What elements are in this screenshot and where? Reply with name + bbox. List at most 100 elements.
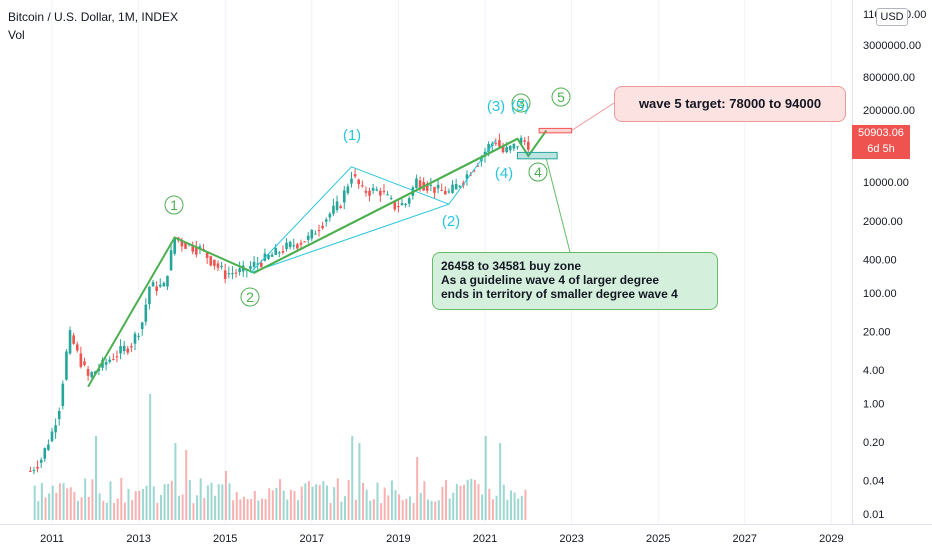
time-tick-label: 2013 [126, 533, 150, 545]
candle-body [296, 244, 299, 249]
buy-zone-line-2: As a guideline wave 4 of larger degree [441, 273, 660, 287]
candle-body [465, 174, 469, 180]
zones [516, 102, 615, 253]
candle-body [498, 140, 501, 147]
volume-bar [275, 488, 278, 520]
volume-bar [95, 436, 98, 520]
time-axis[interactable]: 2011 2013 2015 2017 2019 2021 2023 2025 2027 2029 [0, 524, 932, 551]
volume-bar [145, 485, 148, 520]
candle-body [281, 251, 285, 253]
volume-bar [261, 498, 264, 520]
candle-body [75, 344, 79, 351]
green-wave-label: 1 [170, 197, 178, 213]
volume-bar [66, 488, 69, 520]
candle-body [249, 266, 252, 269]
volume-bar [347, 480, 350, 520]
currency-button[interactable]: USD [876, 8, 908, 26]
candle-body [209, 256, 213, 266]
candle-body [386, 194, 389, 196]
candle-body [339, 206, 342, 209]
volume-bar [398, 494, 401, 520]
candle-body [328, 213, 332, 218]
volume-bar [123, 502, 126, 520]
candle-body [112, 359, 115, 361]
green-wave-circle [511, 93, 531, 113]
volume-bar [351, 436, 354, 520]
candle-body [223, 270, 227, 279]
buy-zone-callout[interactable]: 26458 to 34581 buy zone As a guideline w… [432, 252, 718, 310]
volume-bar [473, 479, 476, 520]
volume-bar [73, 491, 76, 520]
volume-bar [116, 498, 119, 520]
candle-body [50, 431, 54, 442]
candle-body [231, 273, 234, 275]
candle-body [375, 189, 379, 191]
volume-bar [509, 490, 512, 520]
volume-bar [228, 483, 231, 520]
volume-bar [358, 443, 361, 520]
volume-bar [51, 485, 54, 520]
candle-body [122, 345, 126, 352]
candle-body [29, 470, 32, 472]
candle-body [332, 205, 335, 214]
candle-body [285, 242, 288, 250]
volume-bar [506, 499, 509, 520]
wave-lines [87, 129, 548, 388]
candle-body [314, 233, 317, 235]
volume-bar [289, 489, 292, 520]
volume-bar [459, 485, 462, 520]
price-scale[interactable]: 11000000.003000000.00800000.00200000.001… [852, 0, 932, 524]
buy-zone-line-1: 26458 to 34581 buy zone [441, 259, 582, 273]
volume-bar [430, 501, 433, 520]
volume-bar [159, 495, 162, 520]
volume-bar [517, 498, 520, 520]
volume-bar [192, 503, 195, 520]
candle-body [321, 225, 324, 229]
blue-wave-base [250, 203, 450, 274]
volume-bar [340, 501, 343, 520]
volume-bar [282, 490, 285, 520]
candle-body [32, 470, 36, 472]
candle-body [397, 206, 400, 208]
price-tick-label: 20.00 [863, 326, 891, 338]
green-wave-trend [253, 137, 518, 274]
volume-bar [394, 490, 397, 520]
candle-body [371, 188, 375, 191]
volume-bar [336, 478, 339, 520]
volume-bar [37, 501, 40, 520]
time-tick-label: 2011 [40, 533, 64, 545]
candle-body [299, 242, 303, 245]
volume-bar [87, 496, 90, 520]
candle-body [317, 230, 321, 232]
volume-bar [232, 500, 235, 520]
green-wave-label: 4 [534, 164, 542, 180]
blue-wave-label: (2) [442, 213, 460, 230]
price-scale-labels: 11000000.003000000.00800000.00200000.001… [863, 9, 926, 521]
volume-bar [513, 492, 516, 520]
volume-bar [387, 495, 390, 520]
volume-bar [434, 501, 437, 520]
candle-body [292, 245, 296, 247]
green-wave-circle [528, 162, 548, 182]
volume-bar [224, 471, 227, 520]
wave5-target-callout[interactable]: wave 5 target: 78000 to 94000 [614, 86, 846, 122]
volume-bar [268, 488, 271, 520]
candle-body [508, 145, 512, 151]
candle-body [57, 410, 61, 420]
volume-bar [329, 503, 332, 520]
volume-indicator-label[interactable]: Vol [8, 28, 25, 42]
time-axis-labels: 2011 2013 2015 2017 2019 2021 2023 2025 2027 2029 [40, 533, 843, 545]
candle-body [267, 254, 270, 259]
volume-bar [477, 484, 480, 520]
candle-body [158, 284, 162, 287]
wave-labels: 1 2 3 4 5 (1) (2) (3) (4) (5) [164, 87, 571, 307]
candle-body [140, 322, 144, 330]
volume-bar [481, 494, 484, 520]
candle-body [205, 252, 209, 258]
volume-bar [181, 494, 184, 520]
candle-body [476, 165, 480, 167]
volume-bar [499, 443, 502, 520]
candle-body [436, 184, 440, 189]
volume-bar [448, 498, 451, 520]
